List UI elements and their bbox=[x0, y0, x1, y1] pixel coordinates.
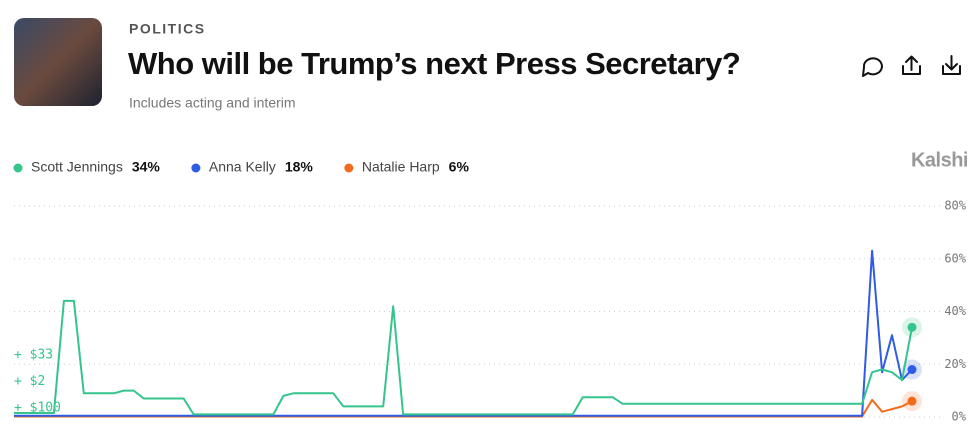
title: Who will be Trump’s next Press Secretary… bbox=[128, 46, 740, 81]
share-icon[interactable] bbox=[902, 55, 921, 75]
category: POLITICS bbox=[129, 21, 206, 37]
comment-icon[interactable] bbox=[862, 57, 883, 77]
end-dot bbox=[907, 365, 917, 375]
y-tick-label: 20% bbox=[944, 357, 966, 371]
trade-annotation: + $2 bbox=[14, 374, 45, 389]
y-tick-label: 80% bbox=[944, 199, 966, 213]
end-dot bbox=[907, 322, 917, 332]
legend-value: 6% bbox=[449, 159, 470, 175]
thumbnail bbox=[14, 18, 102, 106]
legend-value: 34% bbox=[132, 159, 161, 175]
legend-swatch bbox=[191, 163, 201, 173]
series-line bbox=[14, 249, 913, 417]
y-tick-label: 60% bbox=[944, 251, 966, 265]
legend-value: 18% bbox=[285, 159, 314, 175]
subtitle: Includes acting and interim bbox=[129, 95, 296, 111]
legend-name: Natalie Harp bbox=[362, 159, 440, 175]
legend-name: Scott Jennings bbox=[31, 159, 123, 175]
legend-swatch bbox=[13, 163, 23, 173]
download-icon[interactable] bbox=[942, 55, 961, 75]
y-tick-label: 40% bbox=[944, 304, 966, 318]
legend-swatch bbox=[344, 163, 354, 173]
end-dot bbox=[907, 396, 917, 406]
trade-annotation: + $100 bbox=[14, 401, 61, 416]
trade-annotation: + $33 bbox=[14, 348, 53, 363]
legend-name: Anna Kelly bbox=[209, 159, 276, 175]
brand: Kalshi bbox=[911, 149, 968, 171]
y-tick-label: 0% bbox=[952, 410, 967, 424]
series-line bbox=[14, 299, 913, 416]
